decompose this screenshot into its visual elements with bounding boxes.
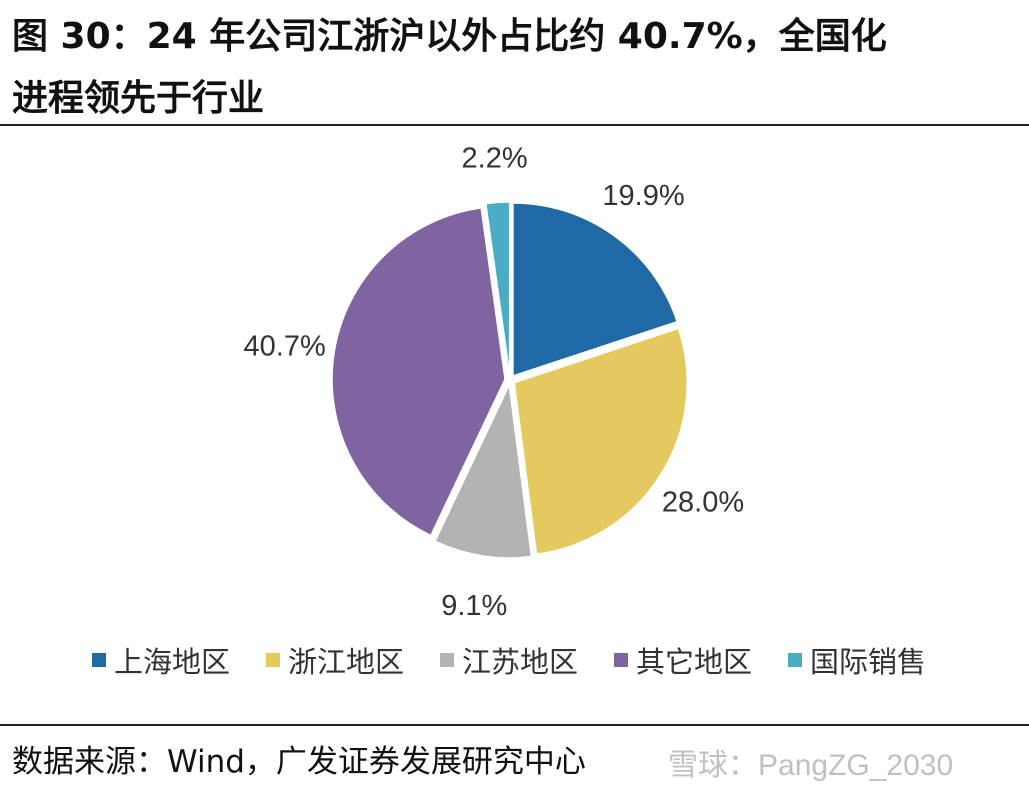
chart-legend: 上海地区 浙江地区 江苏地区 其它地区 国际销售	[0, 640, 1029, 680]
data-label-zhejiang: 28.0%	[662, 486, 744, 518]
data-label-other: 40.7%	[244, 330, 326, 362]
chart-title: 图 30：24 年公司江浙沪以外占比约 40.7%，全国化 进程领先于行业	[12, 6, 1012, 130]
title-line-1: 图 30：24 年公司江浙沪以外占比约 40.7%，全国化	[12, 16, 887, 57]
slice-other	[331, 207, 506, 537]
title-line-2: 进程领先于行业	[12, 78, 265, 119]
legend-item-other: 其它地区	[614, 640, 752, 680]
legend-label-jiangsu: 江苏地区	[462, 645, 579, 679]
legend-label-international: 国际销售	[810, 645, 927, 679]
legend-item-shanghai: 上海地区	[92, 640, 230, 680]
source-note: 数据来源：Wind，广发证券发展研究中心	[12, 744, 586, 780]
bottom-divider	[0, 724, 1029, 726]
legend-swatch-zhejiang	[266, 653, 280, 667]
legend-swatch-other	[614, 653, 628, 667]
legend-item-jiangsu: 江苏地区	[440, 640, 578, 680]
slice-shanghai	[512, 202, 679, 377]
watermark: 雪球：PangZG_2030	[668, 749, 954, 782]
top-divider	[0, 124, 1029, 126]
data-label-jiangsu: 9.1%	[441, 590, 507, 622]
pie-chart: 19.9% 28.0% 9.1% 40.7% 2.2%	[244, 143, 745, 623]
slice-international	[484, 201, 511, 376]
data-label-shanghai: 19.9%	[602, 180, 684, 212]
legend-item-international: 国际销售	[788, 640, 926, 680]
legend-label-other: 其它地区	[636, 645, 753, 679]
slice-jiangsu	[433, 382, 533, 559]
legend-label-zhejiang: 浙江地区	[288, 645, 405, 679]
legend-label-shanghai: 上海地区	[114, 645, 231, 679]
slice-zhejiang	[513, 327, 688, 556]
legend-swatch-international	[788, 653, 802, 667]
legend-item-zhejiang: 浙江地区	[266, 640, 404, 680]
legend-swatch-jiangsu	[440, 653, 454, 667]
data-label-international: 2.2%	[462, 143, 528, 175]
legend-swatch-shanghai	[92, 653, 106, 667]
